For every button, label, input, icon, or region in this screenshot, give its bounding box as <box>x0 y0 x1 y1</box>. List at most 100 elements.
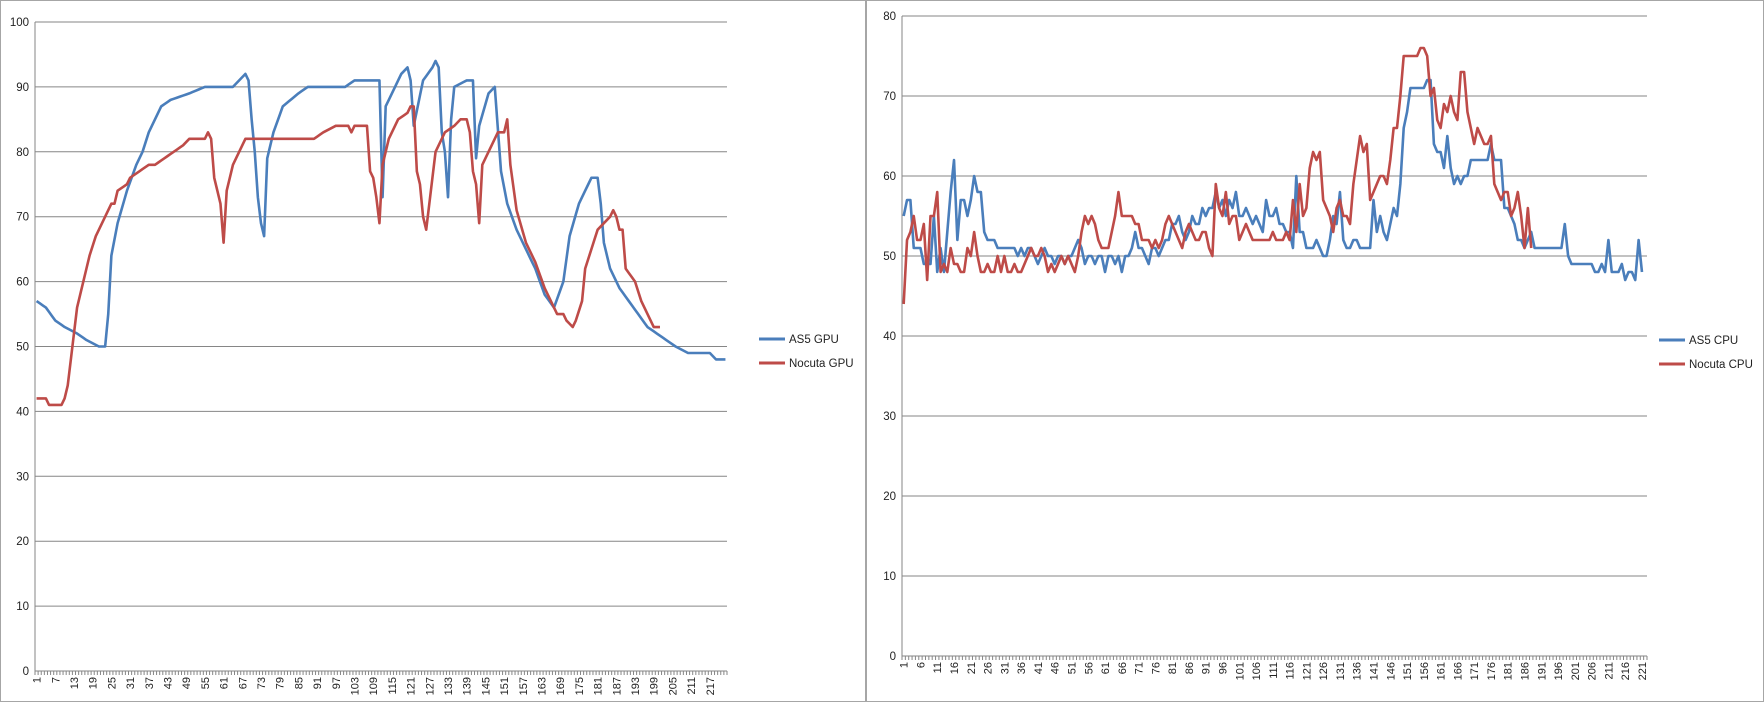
x-tick-label: 187 <box>611 677 623 695</box>
x-tick-label: 156 <box>1419 662 1431 680</box>
x-tick-label: 193 <box>630 677 642 695</box>
x-tick-label: 31 <box>125 677 137 689</box>
x-tick-label: 216 <box>1620 662 1632 680</box>
x-tick-label: 61 <box>219 677 231 689</box>
x-axis: 1 7 13 19 25 31 37 43 49 55 61 67 73 79 85 91 97 103 109 11… <box>32 671 728 695</box>
legend: AS5 CPU Nocuta CPU <box>1659 335 1753 371</box>
y-tick-label: 50 <box>883 251 896 263</box>
y-tick-label: 0 <box>890 651 896 663</box>
y-tick-label: 30 <box>16 471 29 483</box>
x-tick-label: 96 <box>1217 662 1229 674</box>
x-tick-label: 206 <box>1587 662 1599 680</box>
x-tick-label: 43 <box>162 677 174 689</box>
x-tick-label: 56 <box>1083 662 1095 674</box>
y-tick-label: 20 <box>883 491 896 503</box>
x-tick-label: 16 <box>949 662 961 674</box>
series-line-nocuta-cpu <box>902 46 1533 305</box>
x-tick-label: 51 <box>1066 662 1078 674</box>
x-tick-label: 161 <box>1436 662 1448 680</box>
x-tick-label: 196 <box>1553 662 1565 680</box>
x-axis: 1 6 11 16 21 26 31 36 41 46 51 56 61 66 71 76 81 86 91 96 10… <box>899 656 1649 680</box>
x-tick-label: 79 <box>275 677 287 689</box>
y-tick-label: 10 <box>883 571 896 583</box>
x-tick-label: 217 <box>705 677 717 695</box>
x-tick-label: 11 <box>932 662 944 673</box>
x-tick-label: 91 <box>1201 662 1213 674</box>
y-tick-label: 40 <box>883 331 896 343</box>
x-tick-label: 66 <box>1117 662 1129 674</box>
x-tick-label: 121 <box>1301 662 1313 680</box>
x-tick-label: 37 <box>144 677 156 689</box>
x-tick-label: 141 <box>1368 662 1380 680</box>
x-tick-label: 121 <box>406 677 418 695</box>
x-tick-label: 19 <box>88 677 100 689</box>
y-tick-label: 10 <box>16 601 29 613</box>
x-tick-label: 199 <box>649 677 661 695</box>
y-tick-label: 70 <box>16 212 29 224</box>
series-lines <box>35 59 726 407</box>
x-tick-label: 21 <box>966 662 978 674</box>
x-tick-label: 133 <box>443 677 455 695</box>
y-tick-label: 90 <box>16 82 29 94</box>
x-tick-label: 1 <box>899 662 911 668</box>
legend-label: Nocuta CPU <box>1689 359 1753 371</box>
y-tick-label: 60 <box>883 171 896 183</box>
y-axis: 0 10 20 30 40 50 60 70 80 <box>883 11 903 663</box>
y-tick-label: 70 <box>883 91 896 103</box>
x-tick-label: 157 <box>518 677 530 695</box>
x-tick-label: 97 <box>331 677 343 689</box>
x-tick-label: 163 <box>537 677 549 695</box>
x-tick-label: 25 <box>106 677 118 689</box>
x-tick-label: 145 <box>480 677 492 695</box>
x-tick-label: 169 <box>555 677 567 695</box>
x-tick-label: 31 <box>999 662 1011 674</box>
y-tick-label: 30 <box>883 411 896 423</box>
x-tick-label: 41 <box>1033 662 1045 674</box>
cpu-chart-panel: 0 10 20 30 40 50 60 70 80 1 6 11 16 21 26 31 36 41 46 51 56 6… <box>866 0 1764 702</box>
series-line-as5-cpu <box>902 78 1644 282</box>
x-tick-label: 71 <box>1134 662 1146 674</box>
x-tick-label: 116 <box>1285 662 1297 680</box>
x-tick-label: 136 <box>1352 662 1364 680</box>
x-tick-label: 181 <box>593 677 605 695</box>
legend-label: AS5 GPU <box>789 334 839 346</box>
y-tick-label: 20 <box>16 536 29 548</box>
series-lines <box>902 46 1644 305</box>
x-tick-label: 13 <box>69 677 81 689</box>
x-tick-label: 111 <box>1268 662 1280 679</box>
x-tick-label: 36 <box>1016 662 1028 674</box>
x-tick-label: 211 <box>1603 662 1615 680</box>
x-tick-label: 151 <box>1402 662 1414 680</box>
legend-label: Nocuta GPU <box>789 358 854 370</box>
x-tick-label: 191 <box>1536 662 1548 680</box>
x-tick-label: 146 <box>1385 662 1397 680</box>
gridlines <box>902 15 1647 657</box>
y-tick-label: 50 <box>16 342 29 354</box>
x-tick-label: 73 <box>256 677 268 689</box>
x-tick-label: 91 <box>312 677 324 689</box>
y-tick-label: 80 <box>16 147 29 159</box>
x-tick-label: 127 <box>424 677 436 695</box>
x-tick-label: 175 <box>574 677 586 695</box>
gpu-chart-panel: 0 10 20 30 40 50 60 70 80 90 100 1 7 13 19 25 31 37 43 49 55… <box>0 0 866 702</box>
x-tick-label: 67 <box>237 677 249 689</box>
x-tick-label: 139 <box>462 677 474 695</box>
y-tick-label: 100 <box>10 17 29 29</box>
x-tick-label: 166 <box>1452 662 1464 680</box>
x-tick-label: 86 <box>1184 662 1196 674</box>
x-tick-label: 85 <box>293 677 305 689</box>
x-tick-label: 109 <box>368 677 380 695</box>
y-tick-label: 80 <box>883 11 896 23</box>
x-tick-label: 115 <box>387 677 399 695</box>
x-tick-label: 76 <box>1150 662 1162 674</box>
x-tick-label: 126 <box>1318 662 1330 680</box>
x-tick-label: 171 <box>1469 662 1481 680</box>
x-tick-label: 81 <box>1167 662 1179 674</box>
y-axis: 0 10 20 30 40 50 60 70 80 90 100 <box>10 17 36 678</box>
x-tick-label: 221 <box>1637 662 1649 680</box>
x-tick-label: 103 <box>350 677 362 695</box>
x-tick-label: 205 <box>667 677 679 695</box>
x-tick-label: 6 <box>915 662 927 668</box>
x-tick-label: 131 <box>1335 662 1347 680</box>
x-tick-label: 49 <box>181 677 193 689</box>
